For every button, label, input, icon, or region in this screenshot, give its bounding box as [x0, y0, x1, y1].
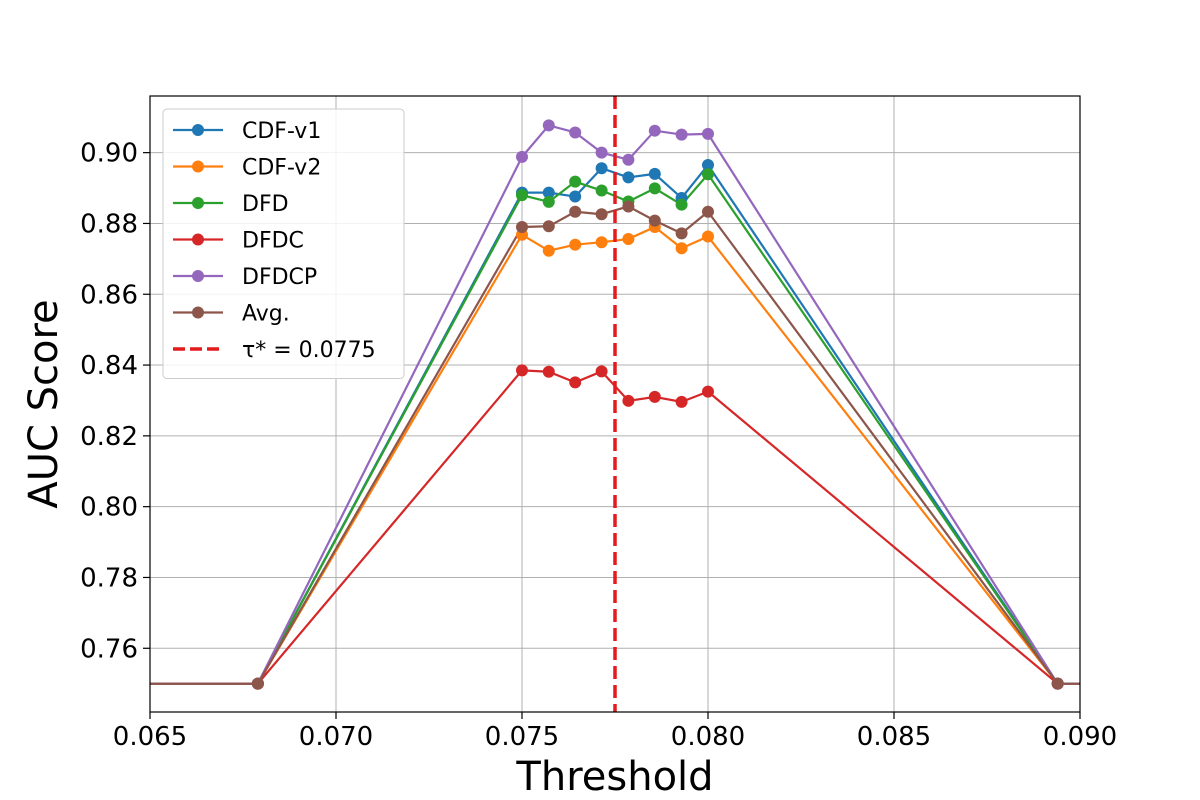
data-point	[595, 208, 608, 221]
x-tick-label: 0.070	[299, 722, 373, 752]
data-point	[622, 394, 635, 407]
data-point	[569, 205, 582, 218]
y-tick-label: 0.88	[80, 209, 138, 239]
legend-label: DFDC	[242, 229, 304, 254]
data-point	[622, 233, 635, 246]
data-point	[675, 128, 688, 141]
data-point	[702, 127, 714, 140]
y-axis-title: AUC Score	[21, 299, 67, 508]
legend-label: Avg.	[242, 302, 290, 327]
legend-label: DFDCP	[242, 265, 317, 290]
data-point	[595, 162, 608, 175]
data-point	[648, 167, 661, 180]
data-point	[675, 242, 688, 255]
data-point	[702, 385, 714, 398]
data-point	[622, 171, 635, 184]
y-tick-label: 0.90	[80, 139, 138, 169]
data-point	[569, 126, 582, 139]
data-point	[516, 220, 528, 233]
data-point	[648, 214, 661, 227]
data-point	[702, 159, 714, 172]
data-point	[675, 227, 688, 240]
y-tick-label: 0.86	[80, 280, 138, 310]
data-point	[569, 190, 582, 203]
data-point	[569, 175, 582, 188]
plot-frame	[149, 95, 1081, 713]
data-point	[569, 376, 582, 389]
data-point	[648, 124, 661, 137]
data-point	[595, 236, 608, 249]
data-point	[595, 146, 608, 159]
legend-box	[162, 108, 405, 379]
legend: CDF-v1 CDF-v2 DFD DFDC DFDCP Avg. τ* = 0.0775	[162, 108, 405, 379]
data-point	[622, 153, 635, 166]
data-point	[542, 244, 555, 257]
legend-label: CDF-v2	[242, 156, 321, 181]
x-tick-label: 0.075	[485, 722, 559, 752]
legend-label: DFD	[242, 192, 289, 217]
legend-marker	[192, 306, 204, 319]
y-tick-label: 0.84	[80, 351, 138, 381]
x-tick-label: 0.065	[113, 722, 187, 752]
data-point	[516, 189, 528, 202]
data-point	[516, 150, 528, 163]
data-point	[595, 184, 608, 197]
data-point	[569, 238, 582, 251]
data-point	[542, 119, 555, 132]
data-point	[251, 677, 264, 690]
data-point	[648, 390, 661, 403]
legend-marker	[192, 197, 204, 209]
data-point	[542, 186, 555, 199]
data-point	[622, 200, 635, 213]
data-point	[542, 220, 555, 233]
marker-layer	[251, 119, 1064, 690]
y-tick-label: 0.82	[80, 422, 138, 452]
x-axis-title: Threshold	[515, 754, 713, 800]
data-point	[675, 395, 688, 408]
legend-marker	[192, 233, 204, 246]
data-point	[542, 195, 555, 208]
data-point	[648, 182, 661, 195]
x-tick-label: 0.090	[1043, 722, 1117, 752]
x-tick-label: 0.080	[671, 722, 745, 752]
data-point	[542, 365, 555, 378]
plot-area	[150, 96, 1080, 712]
data-point	[702, 205, 714, 218]
y-tick-label: 0.80	[80, 493, 138, 523]
data-point	[702, 230, 714, 243]
data-point	[675, 198, 688, 211]
legend-label: τ* = 0.0775	[242, 338, 376, 363]
data-point	[702, 168, 714, 181]
legend-marker	[192, 124, 204, 136]
data-point	[595, 365, 608, 378]
y-axis-ticks: 0.76 0.78 0.80 0.82 0.84 0.86 0.88 0.90	[80, 139, 150, 664]
x-axis-ticks: 0.065 0.070 0.075 0.080 0.085 0.090	[113, 712, 1117, 752]
x-tick-label: 0.085	[857, 722, 931, 752]
y-tick-label: 0.76	[80, 634, 138, 664]
data-point	[516, 364, 528, 377]
data-point	[1051, 677, 1064, 690]
y-tick-label: 0.78	[80, 563, 138, 593]
legend-marker	[192, 270, 204, 282]
legend-marker	[192, 160, 204, 173]
legend-label: CDF-v1	[242, 119, 321, 144]
